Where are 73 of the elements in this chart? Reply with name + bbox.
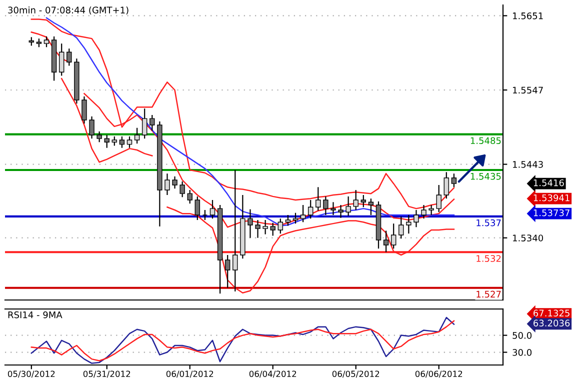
candlestick [262,219,268,235]
ref-line-label: 1.5435 [470,172,501,180]
candlestick [96,130,102,143]
text: 67.1325 [534,310,570,316]
x-tick-label: 05/30/2012 [8,370,55,378]
candlestick [390,223,396,250]
candlestick [126,136,132,148]
y-tick-label: 1.5340 [513,234,544,242]
candlestick [308,199,314,220]
candlestick [292,212,298,224]
candlestick [436,184,442,213]
ref-line-label: 1.5485 [470,137,501,144]
candlestick [406,214,412,234]
text: 1.53737 [534,209,570,216]
annotation: RSI14 - 9MA [8,311,62,318]
ref-line-label: 1.532 [476,255,501,262]
candlestick [248,208,253,238]
x-tick-label: 05/31/2012 [83,370,130,378]
candlestick [346,196,351,216]
candlestick [210,199,216,220]
ref-line-label: 1.537 [476,219,501,226]
candlestick [414,209,419,228]
candlestick [444,172,450,200]
candlestick [255,219,260,238]
candlestick [112,136,118,146]
text: 1.5416 [534,179,564,186]
candlestick [330,202,336,216]
candlestick [224,254,230,288]
candlestick [142,108,148,140]
candlestick [353,189,358,211]
candlestick [428,204,434,216]
candlestick [202,209,208,221]
candlestick [82,96,87,124]
candlestick [421,204,426,220]
candlestick [89,116,94,140]
candlestick [180,180,185,198]
y-tick-label: 50.0 [512,332,532,339]
chart-title: 30min - 07:08:44 (GMT+1) [8,6,128,15]
candlestick [278,218,284,234]
candlestick [360,194,366,208]
candlestick [44,36,50,48]
candlestick [58,43,64,76]
x-tick-label: 06/06/2012 [415,370,462,378]
candlestick [270,222,276,236]
x-tick-label: 06/04/2012 [249,370,296,378]
y-tick-label: 1.5443 [513,161,543,168]
y-tick-label: 30.0 [512,349,532,356]
candlestick [66,48,72,66]
candlestick [172,176,178,190]
y-tick-label: 1.5547 [513,86,543,94]
candlestick [368,198,374,216]
candlestick [383,230,389,253]
x-tick-label: 06/05/2012 [332,370,380,378]
candlestick [104,134,110,148]
candlestick [316,186,321,212]
candlestick [187,189,192,204]
candlestick [300,204,306,223]
candlestick [323,196,328,216]
candlestick [119,136,125,148]
candlestick [134,127,140,144]
candlestick [150,114,155,132]
candlestick [451,173,457,188]
candlestick [338,204,344,218]
text: 1.53941 [534,194,570,202]
candlestick [194,196,200,221]
x-tick-label: 06/01/2012 [166,370,214,378]
candlestick [232,169,238,292]
candlestick [164,173,170,196]
ref-line-label: 1.527 [476,290,501,298]
y-tick-label: 1.5651 [513,12,543,20]
text: 63.2036 [534,320,570,326]
candlestick [285,214,291,226]
candlestick [398,216,404,240]
